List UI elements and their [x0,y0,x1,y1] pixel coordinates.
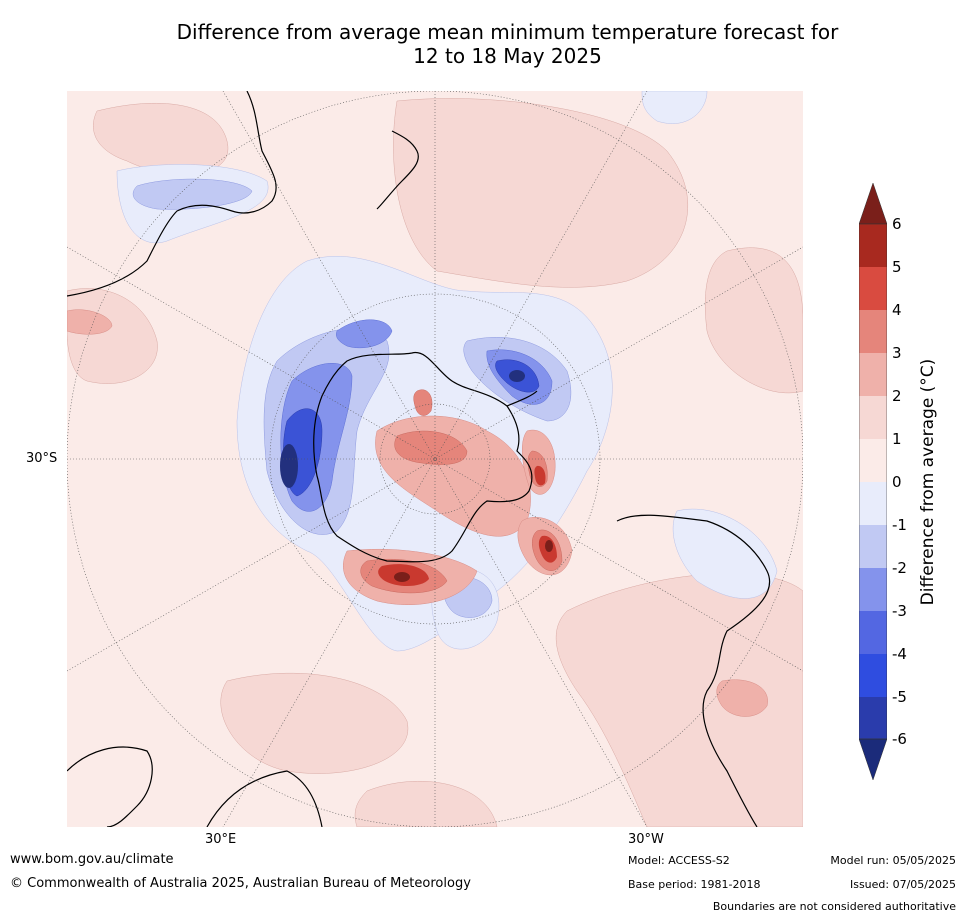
footer-model-run: Model run: 05/05/2025 [830,854,956,867]
colorbar-tick: -3 [892,602,907,620]
colorbar-tick: 1 [892,430,902,448]
colorbar-tick: 4 [892,301,902,319]
colorbar-band-m1-0 [859,482,887,525]
coastlines [67,91,771,827]
colorbar-tick: -5 [892,688,907,706]
lon-label-30w: 30°W [628,832,664,847]
colorbar-band-4-5 [859,267,887,310]
warm-extreme-cores [394,540,553,582]
colorbar-tick: -1 [892,516,907,534]
footer-model: Model: ACCESS-S2 [628,854,730,867]
colorbar-band-m4-m3 [859,611,887,654]
colorbar-band-2-3 [859,353,887,396]
colorbar-band-m2-m1 [859,525,887,568]
lat-label-30s: 30°S [26,451,58,466]
footer-disclaimer: Boundaries are not considered authoritat… [712,900,956,913]
colorbar-tick: -6 [892,730,907,748]
colorbar-tick: -2 [892,559,907,577]
footer-issued: Issued: 07/05/2025 [849,878,956,891]
colorbar-min-extension [859,738,887,780]
colorbar-tick: 2 [892,387,902,405]
colorbar-tick: 5 [892,258,902,276]
warm-weak-patches [67,98,803,827]
footer-base-period: Base period: 1981-2018 [628,878,761,891]
colorbar-tick: 0 [892,473,902,491]
colorbar-tick: -4 [892,645,907,663]
colorbar-band-5-6 [859,224,887,267]
colorbar-band-3-4 [859,310,887,353]
colorbar-outline [859,223,887,740]
colorbar-tick: 6 [892,215,902,233]
colorbar-title: Difference from average (°C) [918,358,938,606]
colorbar-band-0-1 [859,439,887,482]
footer-copyright: © Commonwealth of Australia 2025, Austra… [10,876,471,891]
graticule [67,91,803,827]
colorbar-band-m5-m4 [859,654,887,697]
lon-label-30e: 30°E [205,832,237,847]
colorbar-band-m3-m2 [859,568,887,611]
chart-title: Difference from average mean minimum tem… [0,20,965,68]
polar-map[interactable] [67,91,803,827]
colorbar-max-extension [859,183,887,225]
colorbar-band-m6-m5 [859,697,887,739]
cold-extreme-cores [280,370,525,488]
footer-url[interactable]: www.bom.gov.au/climate [10,852,174,867]
colorbar [859,183,887,780]
title-line-1: Difference from average mean minimum tem… [176,20,839,44]
colorbar-tick: 3 [892,344,902,362]
colorbar-band-1-2 [859,396,887,439]
title-line-2: 12 to 18 May 2025 [413,44,602,68]
